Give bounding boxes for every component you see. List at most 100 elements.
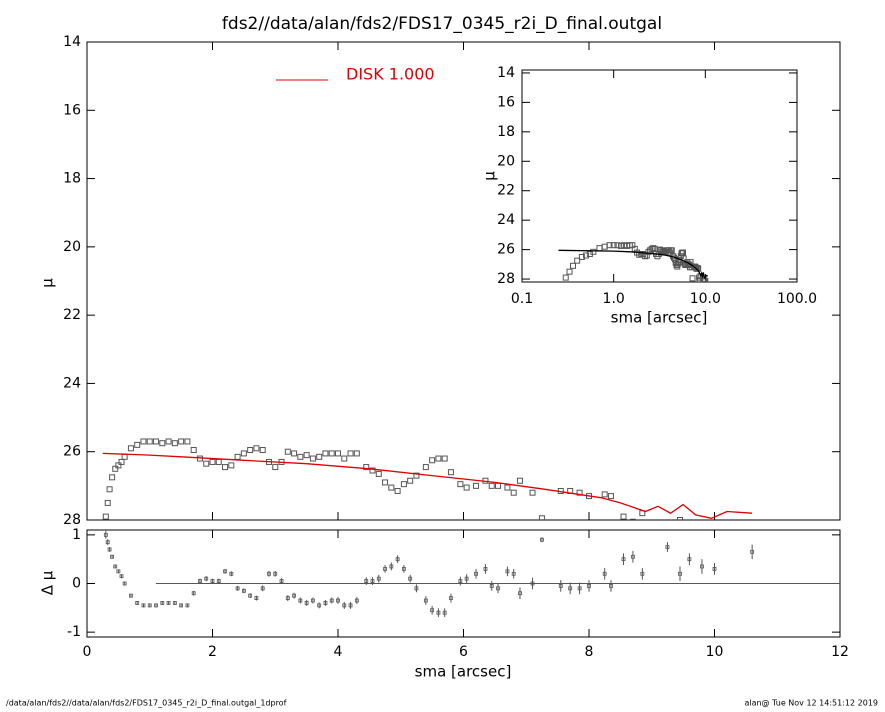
residual-point	[191, 591, 196, 596]
residual-point	[389, 564, 394, 569]
data-point	[642, 253, 649, 260]
residual-point	[107, 547, 112, 552]
data-point	[407, 477, 414, 484]
residual-point	[267, 571, 271, 576]
residual-point	[273, 571, 278, 576]
data-point	[473, 482, 480, 489]
data-point	[369, 467, 376, 474]
data-point	[388, 484, 395, 491]
y-tick-label: 14	[63, 34, 81, 50]
residual-point	[285, 596, 290, 600]
data-point	[146, 438, 153, 445]
residual-point	[370, 579, 375, 583]
data-point	[375, 470, 382, 477]
data-point	[118, 458, 125, 465]
data-point	[704, 281, 711, 282]
data-point	[309, 455, 316, 462]
residual-point	[279, 579, 284, 583]
data-point	[153, 438, 160, 445]
plot-area	[103, 530, 840, 618]
data-point	[699, 521, 704, 526]
data-point	[335, 450, 341, 457]
data-point	[303, 452, 310, 459]
residual-point	[298, 598, 303, 603]
residual-point	[310, 598, 315, 603]
data-point	[601, 491, 608, 498]
data-point	[203, 460, 210, 467]
data-point	[617, 242, 624, 249]
residual-point	[354, 598, 359, 603]
residual-point	[449, 596, 453, 600]
data-point	[297, 453, 304, 460]
data-point	[322, 450, 329, 457]
residual-point	[678, 571, 682, 576]
data-point	[712, 523, 717, 528]
residual-point	[665, 545, 670, 549]
residual-point	[577, 586, 582, 591]
data-point	[215, 458, 222, 465]
data-point	[457, 481, 464, 488]
data-point	[222, 464, 229, 471]
residual-point	[687, 557, 692, 562]
data-point	[291, 450, 298, 457]
legend-label: DISK 1.000	[346, 65, 435, 84]
y-tick-label: 22	[63, 307, 81, 323]
data-point	[112, 465, 119, 472]
residual-point	[147, 603, 152, 608]
chart-title: fds2//data/alan/fds2/FDS17_0345_r2i_D_fi…	[222, 14, 662, 34]
x-tick-label: 10	[706, 644, 724, 660]
data-point	[134, 441, 141, 448]
residual-point	[103, 532, 108, 537]
data-point	[259, 447, 266, 454]
data-point	[516, 477, 523, 484]
residual-point	[750, 549, 755, 554]
data-point	[435, 455, 442, 462]
y-tick-label: -1	[67, 624, 81, 640]
data-point	[284, 448, 291, 455]
residual-point	[540, 537, 544, 542]
data-point	[529, 489, 536, 496]
residual-point	[113, 564, 118, 569]
y-tick-label: 18	[497, 124, 515, 140]
y-tick-label: 16	[63, 102, 81, 118]
footer-left: /data/alan/fds2//data/alan/fds2/FDS17_03…	[6, 699, 287, 708]
residual-point	[342, 603, 347, 608]
y-tick-label: 16	[497, 94, 515, 110]
data-point	[209, 458, 216, 465]
data-point	[240, 450, 247, 457]
y-tick-label: 14	[497, 65, 515, 81]
residual-point	[712, 567, 717, 571]
data-point	[190, 447, 197, 454]
y-tick-label: 24	[63, 375, 81, 391]
data-point	[127, 445, 134, 452]
residual-point	[135, 601, 140, 605]
data-point	[510, 489, 517, 496]
residual-point	[154, 603, 158, 608]
data-point	[328, 450, 335, 457]
model-line	[102, 452, 753, 519]
residual-point	[436, 610, 441, 615]
residual-point	[110, 554, 114, 559]
x-tick-label: 100.0	[777, 291, 817, 307]
data-point	[394, 487, 401, 494]
data-point	[576, 489, 583, 496]
y-axis-label: μ	[39, 278, 57, 288]
data-point	[234, 453, 241, 460]
data-point	[566, 268, 573, 275]
residual-point	[235, 586, 240, 591]
data-point	[104, 499, 111, 506]
x-tick-label: 4	[334, 644, 343, 660]
data-point	[578, 253, 585, 260]
y-tick-label: 28	[497, 271, 515, 287]
data-point	[413, 472, 420, 479]
data-point	[687, 521, 692, 526]
residual-point	[105, 540, 110, 545]
residual-point	[602, 571, 607, 576]
data-point	[363, 464, 370, 471]
model-line	[558, 249, 708, 280]
data-point	[495, 482, 502, 489]
data-point	[247, 447, 254, 454]
data-point	[620, 513, 627, 520]
residual-point	[505, 569, 510, 574]
residual-point	[336, 598, 340, 603]
